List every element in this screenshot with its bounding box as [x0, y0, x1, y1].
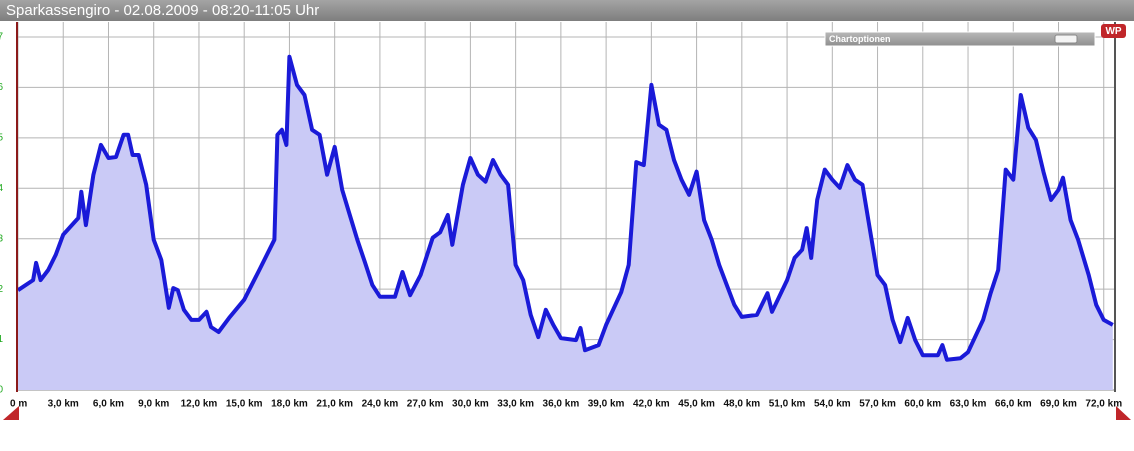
header-bar	[0, 0, 1134, 21]
x-tick-label: 66,0 km	[995, 399, 1032, 410]
x-tick-label: 36,0 km	[543, 399, 580, 410]
x-tick-label: 39,0 km	[588, 399, 625, 410]
x-tick-label: 60,0 km	[904, 399, 941, 410]
x-tick-label: 54,0 km	[814, 399, 851, 410]
y-tick-label: 1	[0, 334, 3, 345]
x-tick-label: 57,0 km	[859, 399, 896, 410]
wp-badge-text: WP	[1105, 26, 1121, 37]
y-tick-label: 6	[0, 82, 3, 93]
chart-title: Sparkassengiro - 02.08.2009 - 08:20-11:0…	[6, 2, 319, 19]
x-tick-label: 24,0 km	[362, 399, 399, 410]
x-tick-label: 3,0 km	[48, 399, 79, 410]
x-tick-label: 63,0 km	[950, 399, 987, 410]
x-tick-label: 51,0 km	[769, 399, 806, 410]
x-tick-label: 48,0 km	[723, 399, 760, 410]
x-tick-label: 12,0 km	[181, 399, 218, 410]
x-tick-label: 27,0 km	[407, 399, 444, 410]
y-tick-label: 0	[0, 385, 3, 396]
options-panel[interactable]: Chartoptionen	[824, 31, 1096, 47]
wp-badge-bg	[1101, 24, 1126, 38]
x-tick-label: 45,0 km	[678, 399, 715, 410]
x-tick-label: 72,0 km	[1085, 399, 1122, 410]
x-tick-label: 15,0 km	[226, 399, 263, 410]
x-tick-label: 21,0 km	[316, 399, 353, 410]
y-tick-label: 7	[0, 32, 3, 43]
x-tick-label: 9,0 km	[138, 399, 169, 410]
options-panel-title: Chartoptionen	[829, 34, 891, 44]
x-tick-label: 42,0 km	[633, 399, 670, 410]
x-tick-label: 18,0 km	[271, 399, 308, 410]
elevation-line	[16, 54, 1114, 362]
x-tick-label: 6,0 km	[93, 399, 124, 410]
x-tick-label: 33,0 km	[497, 399, 534, 410]
options-toggle[interactable]	[1054, 34, 1078, 44]
y-tick-label: 3	[0, 233, 3, 244]
y-tick-label: 2	[0, 284, 3, 295]
options-panel-bar	[824, 31, 1096, 47]
y-tick-label: 5	[0, 132, 3, 143]
area-fill	[18, 56, 1113, 390]
start-handle[interactable]	[3, 406, 19, 420]
x-tick-label: 30,0 km	[452, 399, 489, 410]
plot-area: 0 1 2 3 4 5 6 7 0 m 3,0 km 6,0 km 9,0 km 12,0 km 15,0…	[0, 22, 1122, 410]
end-handle[interactable]	[1116, 406, 1131, 420]
x-tick-label: 0 m	[10, 399, 27, 410]
y-tick-label: 4	[0, 183, 3, 194]
x-tick-label: 69,0 km	[1040, 399, 1077, 410]
wp-badge[interactable]: WP	[1101, 24, 1126, 38]
